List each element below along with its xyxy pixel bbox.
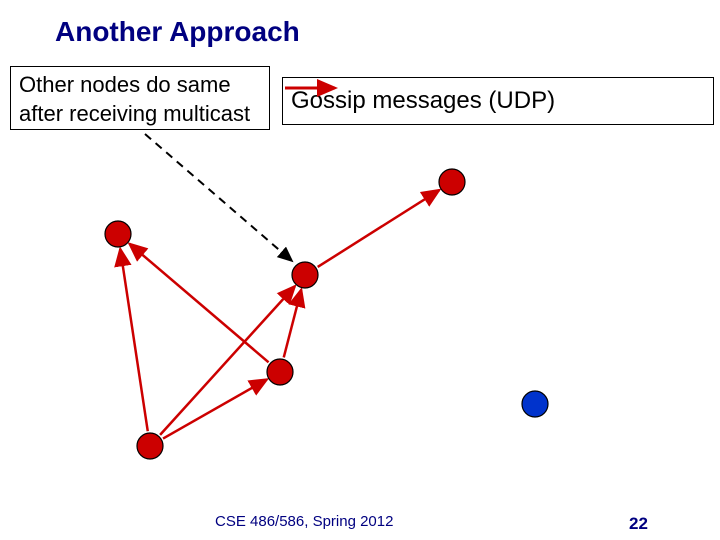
gossip-edge <box>163 379 267 438</box>
page-number: 22 <box>629 514 648 534</box>
footer-text: CSE 486/586, Spring 2012 <box>215 513 393 530</box>
gossip-edge <box>284 290 302 358</box>
network-node <box>137 433 163 459</box>
callout-pointer <box>145 134 292 261</box>
gossip-edge <box>129 244 268 363</box>
network-node <box>267 359 293 385</box>
network-node <box>522 391 548 417</box>
gossip-edge <box>318 190 440 267</box>
network-node <box>105 221 131 247</box>
gossip-edge <box>120 249 148 431</box>
network-diagram <box>0 0 720 540</box>
network-node <box>439 169 465 195</box>
network-node <box>292 262 318 288</box>
